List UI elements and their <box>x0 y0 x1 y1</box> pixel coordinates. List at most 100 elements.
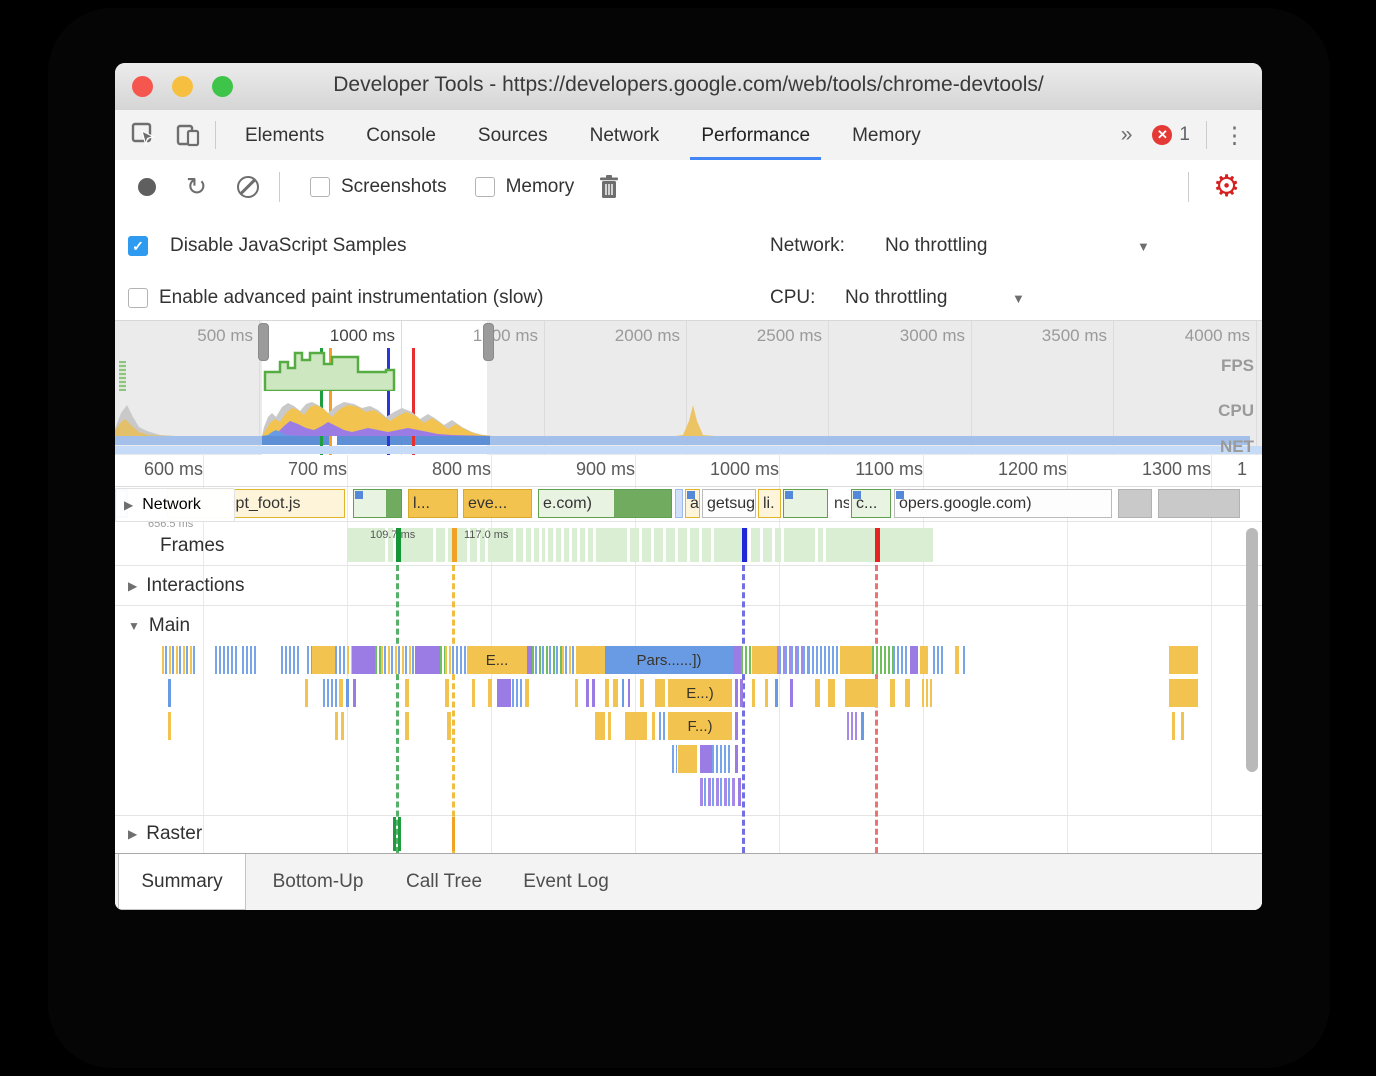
flame-bar[interactable] <box>578 646 605 674</box>
flame-bar[interactable] <box>353 679 356 707</box>
disable-js-samples-checkbox[interactable]: ✓ <box>128 236 148 256</box>
flame-bar[interactable] <box>497 679 511 707</box>
flame-bar[interactable] <box>828 679 835 707</box>
flame-bar[interactable] <box>1169 646 1198 674</box>
cpu-throttle-caret-icon[interactable]: ▼ <box>1012 290 1025 306</box>
flame-bar[interactable] <box>525 679 529 707</box>
flame-bar[interactable] <box>752 679 755 707</box>
timeline-tracks-pane[interactable]: 600 ms 700 ms 800 ms 900 ms 1000 ms 1100 ms 12… <box>115 455 1262 853</box>
flame-bar[interactable] <box>872 646 893 674</box>
flame-bar[interactable] <box>405 679 409 707</box>
flame-bar[interactable] <box>777 646 808 674</box>
network-request-bar[interactable]: getsug <box>702 489 756 518</box>
main-track-header[interactable]: ▼ Main <box>128 615 191 636</box>
flame-bar[interactable] <box>562 646 578 674</box>
network-request-bar[interactable] <box>1118 489 1152 518</box>
flame-bar[interactable] <box>415 646 440 674</box>
flame-bar[interactable] <box>735 712 738 740</box>
flame-bar[interactable] <box>625 712 647 740</box>
reload-and-profile-icon[interactable]: ↻ <box>186 172 207 201</box>
flame-bar[interactable] <box>790 679 793 707</box>
screenshots-checkbox[interactable] <box>309 176 330 197</box>
tab-memory[interactable]: Memory <box>852 124 921 146</box>
flame-bar[interactable] <box>740 679 743 707</box>
flame-bar[interactable] <box>447 712 451 740</box>
flame-bar[interactable] <box>532 646 562 674</box>
flame-bar[interactable] <box>512 679 522 707</box>
flame-bar[interactable] <box>335 712 338 740</box>
flame-bar[interactable] <box>381 646 415 674</box>
raster-track-header[interactable]: ▶ Raster <box>128 823 203 844</box>
flame-bar[interactable] <box>575 679 578 707</box>
flame-bar[interactable] <box>527 646 532 674</box>
flame-bar[interactable] <box>910 646 918 674</box>
flame-bar[interactable] <box>963 646 967 674</box>
flame-bar[interactable] <box>672 745 677 773</box>
flame-bar[interactable] <box>608 712 611 740</box>
flame-bar[interactable] <box>922 679 932 707</box>
flame-bar[interactable] <box>323 679 337 707</box>
flame-bar[interactable] <box>741 646 752 674</box>
flame-bar[interactable] <box>445 646 452 674</box>
zoom-window-button[interactable] <box>212 76 233 97</box>
flame-bar[interactable] <box>1181 712 1184 740</box>
flame-bar[interactable] <box>765 679 768 707</box>
flame-bar[interactable] <box>605 679 609 707</box>
flame-bar[interactable] <box>628 679 630 707</box>
tab-performance[interactable]: Performance <box>680 111 831 160</box>
flame-bar[interactable] <box>488 679 492 707</box>
close-window-button[interactable] <box>132 76 153 97</box>
flame-bar[interactable]: F...) <box>668 712 732 740</box>
record-button[interactable] <box>138 177 156 196</box>
flame-bar[interactable] <box>712 745 730 773</box>
flame-bar[interactable]: E...) <box>668 679 732 707</box>
tab-call-tree[interactable]: Call Tree <box>405 871 483 892</box>
flame-bar[interactable] <box>640 679 644 707</box>
flame-bar[interactable] <box>735 679 738 707</box>
network-request-bar[interactable]: c... <box>851 489 891 518</box>
flame-bar[interactable] <box>775 679 778 707</box>
flame-bar[interactable] <box>168 679 171 707</box>
flame-bar[interactable] <box>586 679 589 707</box>
flame-bar[interactable] <box>700 745 712 773</box>
inspect-element-icon[interactable] <box>129 120 159 150</box>
interactions-track-header[interactable]: ▶ Interactions <box>128 575 245 596</box>
disclosure-down-icon[interactable]: ▼ <box>128 619 140 633</box>
flame-bar[interactable] <box>738 778 741 806</box>
network-request-bar[interactable] <box>353 489 402 518</box>
memory-toggle[interactable]: Memory <box>474 176 574 198</box>
network-throttle-value[interactable]: No throttling <box>885 235 988 256</box>
flame-bar[interactable] <box>700 778 736 806</box>
network-request-bar[interactable]: e.com) <box>538 489 672 518</box>
disclosure-right-icon[interactable]: ▶ <box>124 498 134 512</box>
flame-bar[interactable] <box>659 712 667 740</box>
flame-bar[interactable] <box>592 679 595 707</box>
flame-bar[interactable] <box>893 646 907 674</box>
flame-bar[interactable] <box>808 646 840 674</box>
flame-bar[interactable] <box>341 712 344 740</box>
network-request-bar[interactable]: li. <box>758 489 781 518</box>
flame-bar[interactable]: Pars......]) <box>605 646 733 674</box>
garbage-collect-icon[interactable] <box>598 174 620 200</box>
devtools-menu-icon[interactable]: ⋮ <box>1223 121 1246 148</box>
device-toolbar-icon[interactable] <box>173 120 203 150</box>
flame-bar[interactable] <box>375 646 381 674</box>
flame-bar[interactable] <box>305 679 308 707</box>
flame-bar[interactable] <box>352 646 375 674</box>
disclosure-right-icon[interactable]: ▶ <box>128 827 138 841</box>
flame-bar[interactable] <box>215 646 237 674</box>
more-tabs-icon[interactable]: » <box>1120 123 1133 146</box>
console-error-badge[interactable]: ✕ 1 <box>1152 124 1190 146</box>
flame-bar[interactable] <box>440 646 445 674</box>
tab-network[interactable]: Network <box>589 124 660 146</box>
tab-event-log[interactable]: Event Log <box>523 871 609 892</box>
flame-bar[interactable] <box>920 646 928 674</box>
flame-bar[interactable] <box>815 679 820 707</box>
network-request-bar[interactable]: opers.google.com) <box>894 489 1112 518</box>
flame-bar[interactable] <box>933 646 943 674</box>
flame-bar[interactable] <box>307 646 313 674</box>
flame-bar[interactable] <box>613 679 618 707</box>
flame-bar[interactable] <box>335 646 347 674</box>
tab-summary[interactable]: Summary <box>118 854 246 910</box>
flame-bar[interactable] <box>312 646 335 674</box>
